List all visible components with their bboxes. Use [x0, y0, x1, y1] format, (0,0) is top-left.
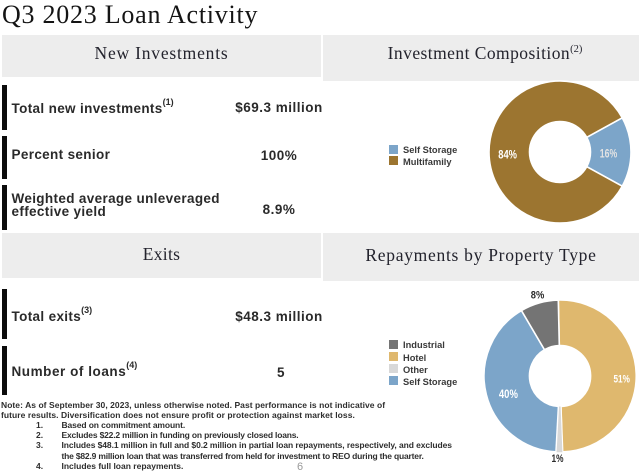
svg-text:16%: 16%: [600, 149, 618, 161]
svg-text:40%: 40%: [499, 387, 518, 401]
svg-text:1%: 1%: [552, 453, 564, 465]
svg-text:8%: 8%: [531, 289, 545, 301]
svg-text:51%: 51%: [614, 373, 631, 385]
svg-text:84%: 84%: [498, 147, 517, 161]
